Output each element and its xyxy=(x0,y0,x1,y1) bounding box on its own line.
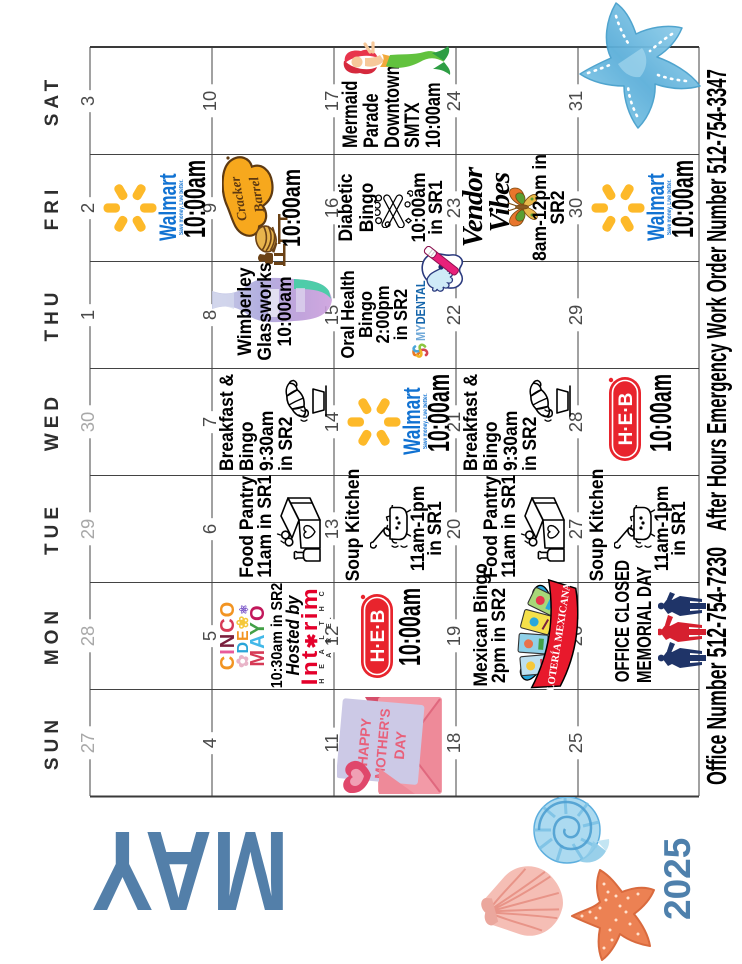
svg-text:HAPPY: HAPPY xyxy=(354,717,374,767)
svg-text:H·E·B: H·E·B xyxy=(368,610,389,663)
svg-text:H·E·B: H·E·B xyxy=(616,393,637,446)
svg-text:MOTHER'S: MOTHER'S xyxy=(372,708,393,780)
svg-text:DAY: DAY xyxy=(391,730,409,760)
svg-text:Barrel: Barrel xyxy=(246,176,267,215)
